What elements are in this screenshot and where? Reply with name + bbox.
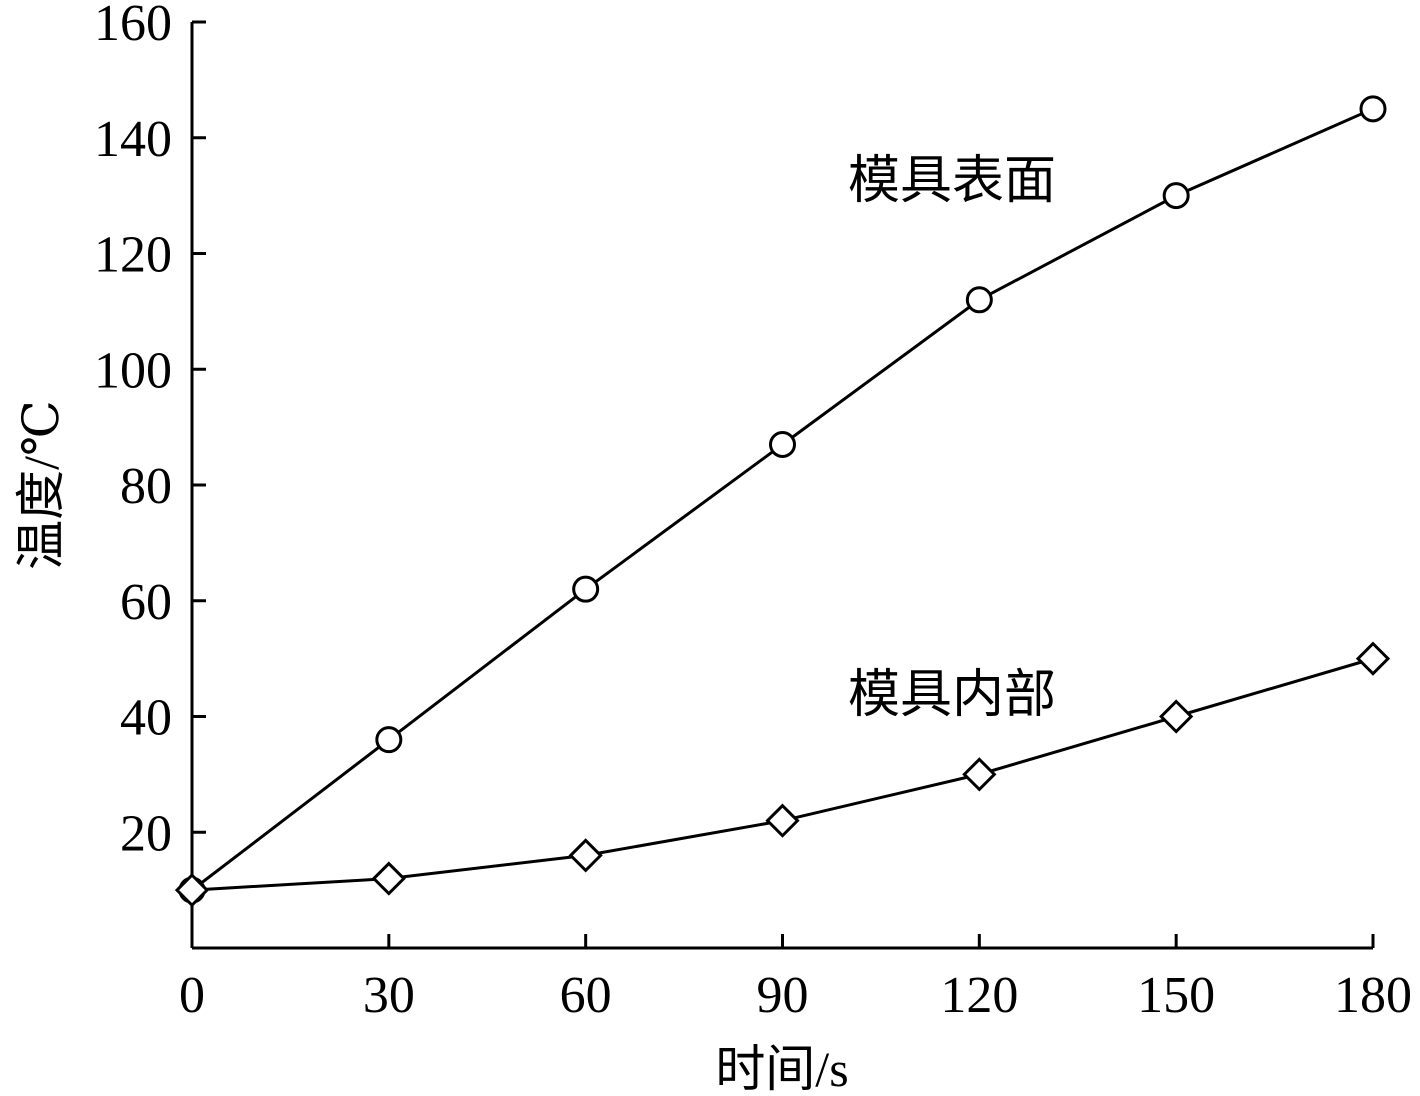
x-tick-label: 0 bbox=[179, 967, 205, 1024]
series-lines bbox=[191, 107, 1374, 892]
x-tick-label: 120 bbox=[940, 967, 1018, 1024]
data-point-circle bbox=[375, 726, 403, 754]
data-point-diamond bbox=[1159, 699, 1194, 734]
y-tick-label: 160 bbox=[94, 0, 172, 52]
y-tick-label: 120 bbox=[94, 227, 172, 284]
data-point-diamond bbox=[962, 757, 997, 792]
data-point-diamond bbox=[174, 873, 210, 908]
x-tick-label: 180 bbox=[1334, 967, 1412, 1024]
x-tick-label: 90 bbox=[757, 967, 809, 1024]
series-line-interior bbox=[191, 657, 1374, 892]
data-point-diamond bbox=[568, 838, 603, 873]
y-tick-label: 60 bbox=[120, 574, 172, 631]
series-label-interior: 模具内部 bbox=[848, 667, 1056, 724]
x-axis-title: 时间/s bbox=[715, 1041, 848, 1096]
data-point-circle bbox=[572, 575, 600, 603]
series-label-surface: 模具表面 bbox=[848, 153, 1056, 210]
series-markers bbox=[174, 95, 1391, 908]
data-point-diamond bbox=[765, 803, 800, 838]
y-tick-label: 100 bbox=[94, 342, 172, 399]
x-tick-label: 60 bbox=[560, 967, 612, 1024]
x-tick-label: 30 bbox=[363, 967, 415, 1024]
ticks: 0 30 60 90 120 150 180 20 40 60 80 100 120 140 160 bbox=[94, 0, 1412, 1024]
y-tick-label: 20 bbox=[120, 805, 172, 862]
data-point-circle bbox=[1359, 95, 1387, 123]
data-point-circle bbox=[769, 430, 796, 458]
data-point-circle bbox=[1162, 182, 1190, 210]
y-axis-title: 温度/℃ bbox=[13, 400, 69, 570]
series-line-surface bbox=[191, 107, 1374, 892]
data-point-circle bbox=[965, 286, 993, 314]
x-tick-label: 150 bbox=[1137, 967, 1215, 1024]
y-tick-label: 80 bbox=[120, 458, 172, 515]
y-tick-label: 40 bbox=[120, 690, 172, 747]
y-tick-label: 140 bbox=[94, 111, 172, 168]
data-point-diamond bbox=[1355, 641, 1391, 676]
data-point-diamond bbox=[371, 861, 406, 896]
